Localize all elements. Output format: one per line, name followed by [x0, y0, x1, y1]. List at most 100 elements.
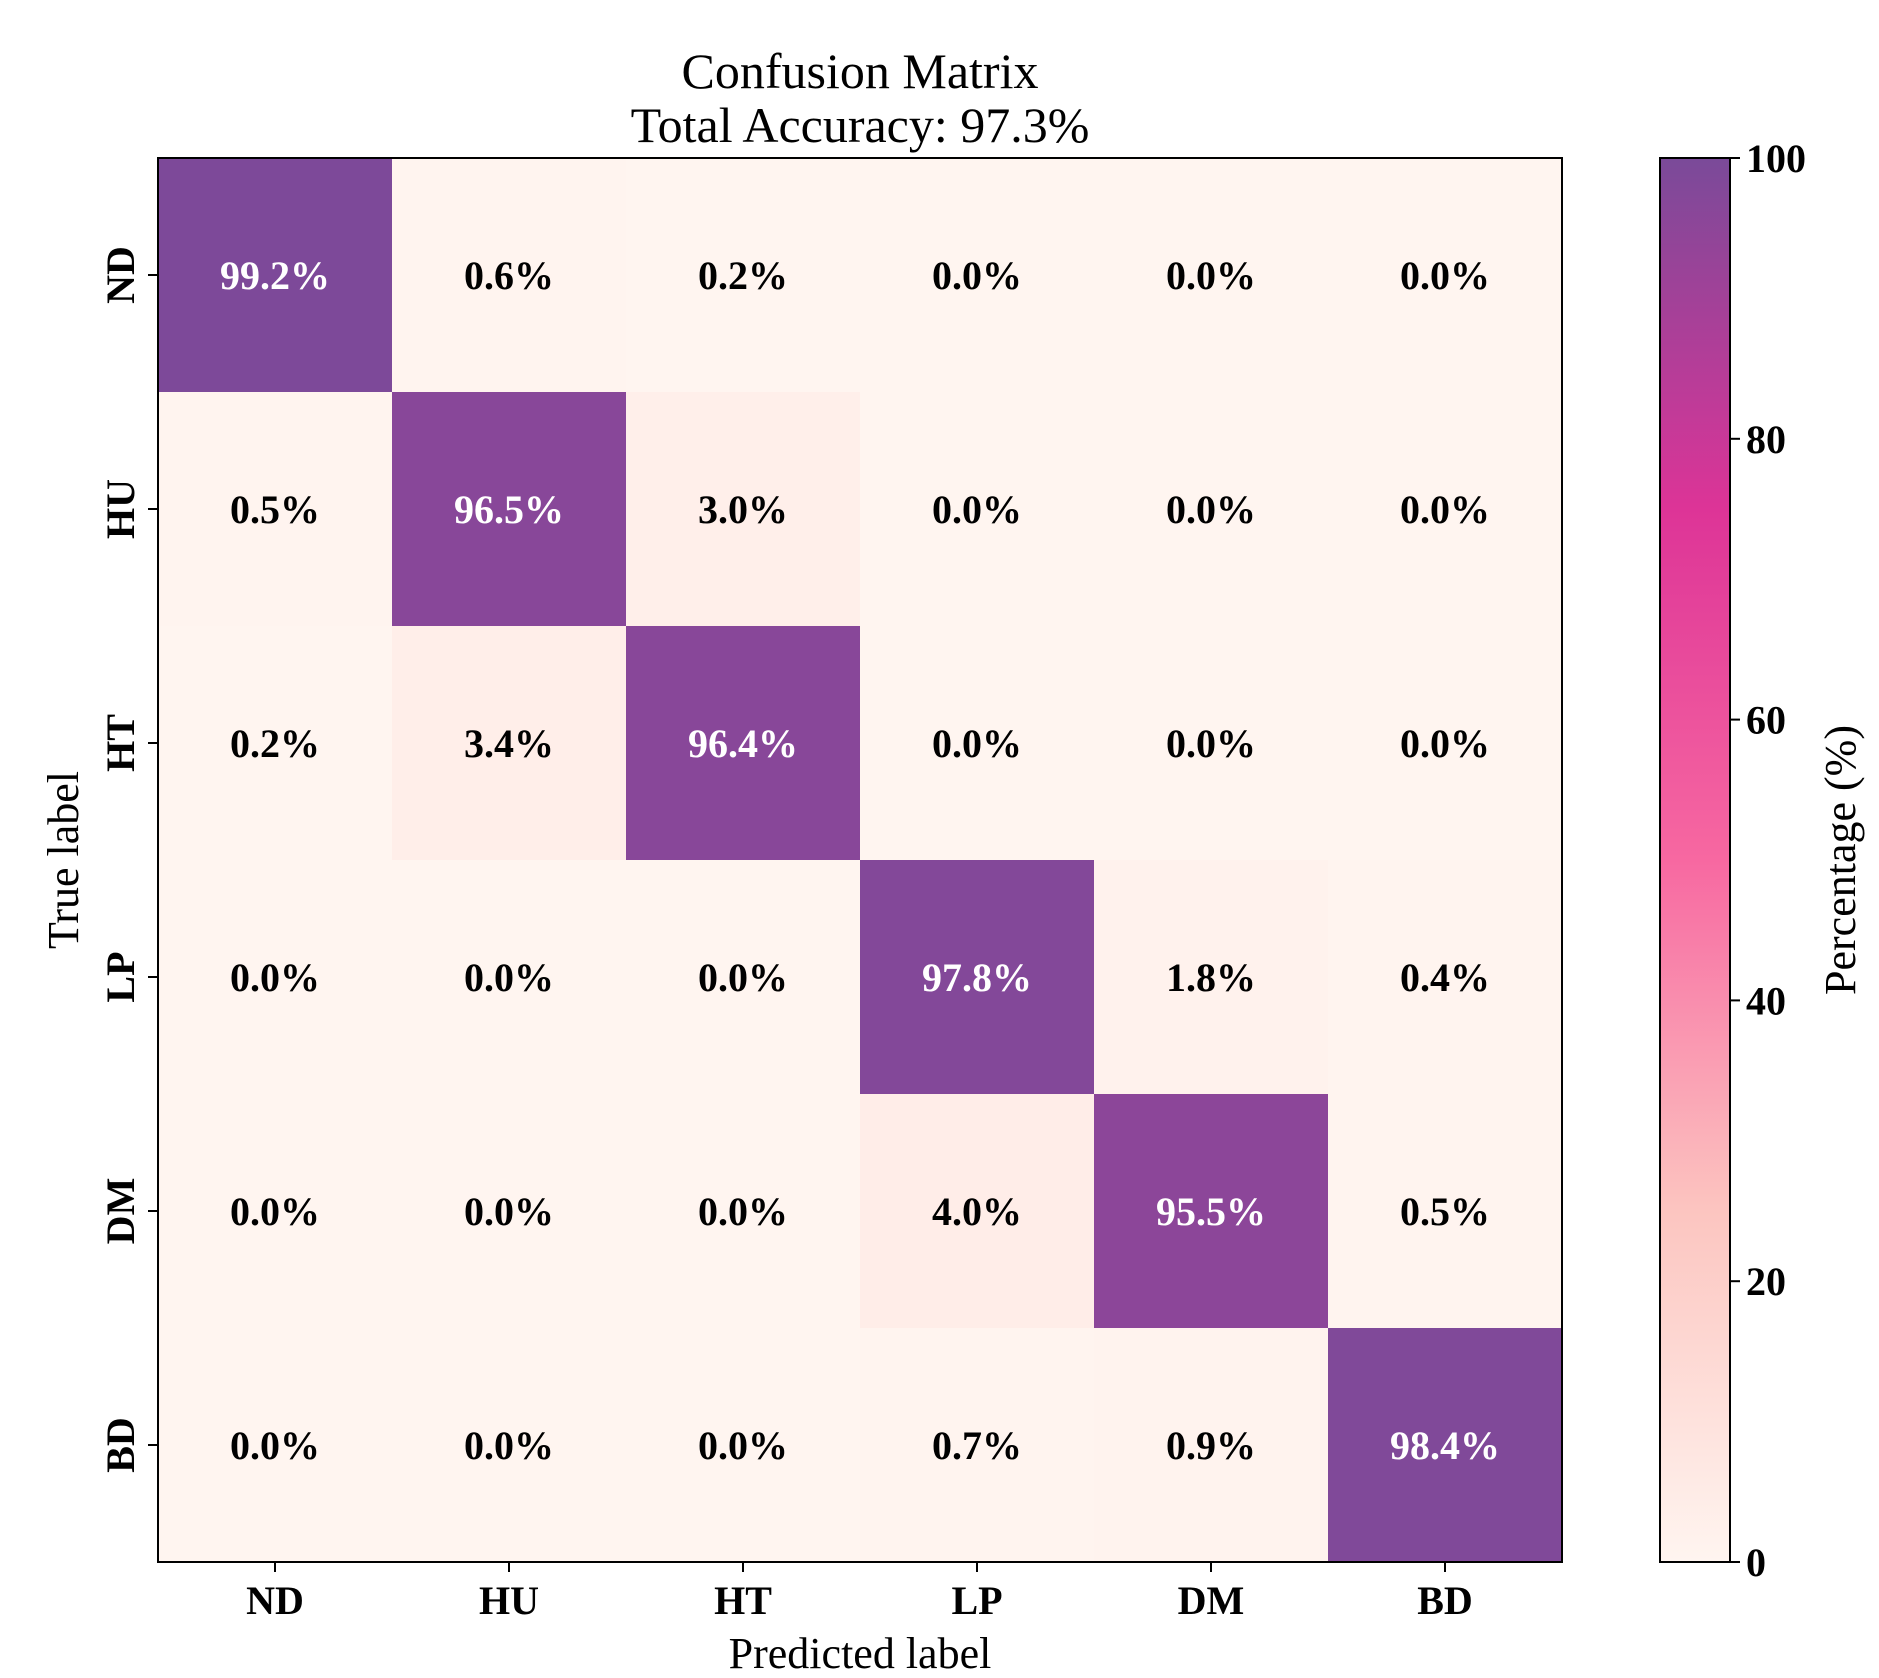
- cell-value-label: 4.0%: [932, 1189, 1022, 1234]
- heatmap-cell: [860, 158, 1095, 393]
- chart-subtitle: Total Accuracy: 97.3%: [631, 97, 1090, 153]
- colorbar-tick-label: 20: [1746, 1259, 1786, 1304]
- cell-value-label: 0.5%: [1400, 1189, 1490, 1234]
- cell-value-label: 0.6%: [464, 253, 554, 298]
- heatmap-cell: [626, 1094, 861, 1329]
- heatmap-cell: [1094, 392, 1329, 627]
- heatmap-cell: [392, 158, 627, 393]
- cell-value-label: 0.2%: [698, 253, 788, 298]
- heatmap-cell: [158, 1094, 393, 1329]
- cell-value-label: 95.5%: [1156, 1189, 1266, 1234]
- heatmap-cell: [1094, 158, 1329, 393]
- y-axis-ticks: ND HU HT LP DM BD: [98, 246, 158, 1473]
- cell-value-label: 3.4%: [464, 721, 554, 766]
- cell-value-label: 1.8%: [1166, 955, 1256, 1000]
- colorbar-tick-label: 40: [1746, 978, 1786, 1023]
- y-tick-label: ND: [98, 246, 143, 304]
- heatmap-cell: [392, 1328, 627, 1563]
- heatmap-cell: [1094, 1328, 1329, 1563]
- cell-value-label: 0.0%: [464, 1189, 554, 1234]
- colorbar-ticks: 0 20 40 60 80 100: [1730, 136, 1806, 1585]
- y-tick-label: LP: [98, 951, 143, 1002]
- cell-value-label: 0.0%: [932, 721, 1022, 766]
- cell-value-label: 0.0%: [698, 1189, 788, 1234]
- chart-title: Confusion Matrix: [682, 43, 1039, 99]
- heatmap-cell: [860, 860, 1095, 1095]
- colorbar: [1659, 157, 1731, 1563]
- heatmap-cell: [1094, 626, 1329, 861]
- x-tick-label: HU: [479, 1578, 539, 1623]
- x-tick-label: HT: [714, 1578, 772, 1623]
- x-tick-label: LP: [951, 1578, 1002, 1623]
- heatmap-cell: [626, 626, 861, 861]
- heatmap-cell: [1328, 626, 1563, 861]
- cell-value-label: 0.0%: [932, 253, 1022, 298]
- cell-value-label: 0.9%: [1166, 1423, 1256, 1468]
- heatmap-cells: [158, 158, 1563, 1563]
- cell-value-label: 96.5%: [454, 487, 564, 532]
- heatmap-cell: [1094, 860, 1329, 1095]
- x-tick-label: DM: [1178, 1578, 1245, 1623]
- y-tick-label: BD: [98, 1417, 143, 1473]
- heatmap-cell: [158, 626, 393, 861]
- heatmap-cell: [158, 392, 393, 627]
- cell-value-label: 0.4%: [1400, 955, 1490, 1000]
- heatmap-cell: [1328, 392, 1563, 627]
- cell-value-label: 0.0%: [1400, 487, 1490, 532]
- x-axis-title: Predicted label: [729, 1629, 992, 1678]
- colorbar-tick-label: 60: [1746, 698, 1786, 743]
- heatmap-cell: [392, 392, 627, 627]
- heatmap-cell: [158, 860, 393, 1095]
- heatmap-cell: [626, 158, 861, 393]
- heatmap-cell: [860, 1094, 1095, 1329]
- colorbar-tick-label: 100: [1746, 136, 1806, 181]
- y-tick-label: HU: [98, 479, 143, 539]
- heatmap-cell: [392, 860, 627, 1095]
- heatmap-cell: [392, 1094, 627, 1329]
- cell-value-label: 0.0%: [1400, 721, 1490, 766]
- x-axis-ticks: ND HU HT LP DM BD: [246, 1562, 1473, 1623]
- heatmap-cell: [1328, 1328, 1563, 1563]
- plot-frame: [157, 157, 1563, 1563]
- cell-value-label: 98.4%: [1390, 1423, 1500, 1468]
- heatmap-cell: [1328, 1094, 1563, 1329]
- cell-value-label: 0.0%: [230, 1423, 320, 1468]
- cell-value-label: 99.2%: [220, 253, 330, 298]
- heatmap-cell: [860, 392, 1095, 627]
- y-tick-label: HT: [98, 714, 143, 772]
- y-tick-label: DM: [98, 1178, 143, 1245]
- heatmap-cell: [1328, 158, 1563, 393]
- cell-value-label: 0.2%: [230, 721, 320, 766]
- heatmap-cell: [158, 1328, 393, 1563]
- heatmap-cell: [1094, 1094, 1329, 1329]
- y-axis-title: True label: [39, 771, 88, 949]
- cell-value-label: 0.0%: [1166, 253, 1256, 298]
- colorbar-label: Percentage (%): [1816, 725, 1865, 995]
- cell-value-label: 0.5%: [230, 487, 320, 532]
- heatmap-cell: [626, 860, 861, 1095]
- cell-value-label: 0.0%: [464, 1423, 554, 1468]
- cell-value-label: 0.0%: [1166, 487, 1256, 532]
- colorbar-tick-label: 80: [1746, 417, 1786, 462]
- heatmap-cell: [158, 158, 393, 393]
- cell-value-label: 96.4%: [688, 721, 798, 766]
- x-tick-label: BD: [1417, 1578, 1473, 1623]
- cell-value-label: 0.0%: [230, 1189, 320, 1234]
- heatmap-cell: [1328, 860, 1563, 1095]
- cell-value-label: 0.0%: [932, 487, 1022, 532]
- cell-value-label: 0.0%: [464, 955, 554, 1000]
- x-tick-label: ND: [246, 1578, 304, 1623]
- cell-value-label: 0.0%: [1166, 721, 1256, 766]
- heatmap-cell: [860, 626, 1095, 861]
- cell-value-label: 0.0%: [698, 955, 788, 1000]
- cell-value-label: 0.7%: [932, 1423, 1022, 1468]
- cell-value-label: 0.0%: [230, 955, 320, 1000]
- heatmap-cell: [860, 1328, 1095, 1563]
- cell-value-label: 97.8%: [922, 955, 1032, 1000]
- colorbar-tick-label: 0: [1746, 1540, 1766, 1585]
- cell-value-label: 3.0%: [698, 487, 788, 532]
- cell-value-label: 0.0%: [698, 1423, 788, 1468]
- heatmap-cell: [626, 1328, 861, 1563]
- heatmap-cell: [626, 392, 861, 627]
